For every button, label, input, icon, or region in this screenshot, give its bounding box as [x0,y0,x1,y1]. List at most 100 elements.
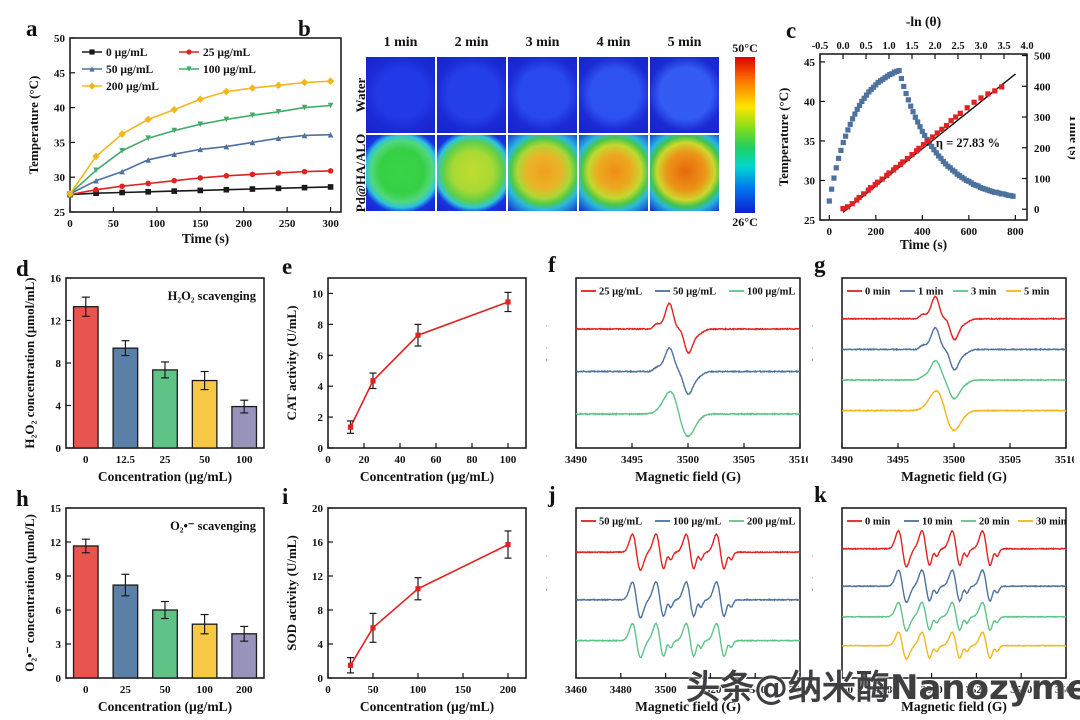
svg-text:12: 12 [50,316,62,328]
svg-text:100 µg/mL: 100 µg/mL [747,287,795,298]
svg-text:25: 25 [120,684,131,696]
svg-text:0: 0 [67,218,73,230]
svg-text:35: 35 [804,136,816,148]
svg-text:Temperature (°C): Temperature (°C) [26,76,41,175]
svg-text:3495: 3495 [887,454,910,466]
svg-text:30: 30 [54,172,66,184]
trace-100 µg/mL [575,580,800,619]
panel-d-label: d [16,256,29,281]
axes: 3490 3495 3500 3505 3510 Magnetic field (G) In… [812,277,1074,484]
svg-text:100: 100 [236,454,253,466]
thermal-cell [508,57,577,133]
svg-text:8: 8 [56,358,62,370]
svg-text:Intensity (a.u.): Intensity (a.u.) [812,552,813,633]
svg-text:50 µg/mL: 50 µg/mL [599,517,642,528]
svg-text:3560: 3560 [789,684,808,696]
trace-100 µg/mL [575,390,801,439]
series-temperature [826,68,1016,204]
svg-text:-0.5: -0.5 [812,41,829,52]
svg-text:100 µg/mL: 100 µg/mL [203,64,256,76]
svg-text:3460: 3460 [831,684,854,696]
thermal-cell [650,57,719,133]
thermal-col-header: 4 min [596,35,631,50]
svg-text:3510: 3510 [1055,454,1074,466]
thermal-cell [579,135,648,211]
svg-text:O₂•⁻ concentration (µmol/L): O₂•⁻ concentration (µmol/L) [22,514,37,672]
chart-h2o2-scavenging-bars: 0 12.5 25 50 100 0 4 8 12 16 Concentration (µg/mL)… [22,273,265,484]
svg-text:3500: 3500 [943,454,966,466]
svg-text:Intensity (a.u.): Intensity (a.u.) [812,322,813,403]
trace-5 min [841,389,1067,433]
data-series [347,530,512,674]
colorbar-min-label: 26°C [732,215,758,229]
chart-cat-activity: 0 20 40 60 80 100 0 2 4 6 8 10 Concentration (µg/mL)… [284,277,527,484]
thermal-cell [366,57,435,133]
svg-text:150: 150 [455,684,472,696]
panel-e-label: e [282,254,293,279]
trace-50 µg/mL [575,347,801,396]
data-series [347,291,512,434]
panel-h-label: h [16,486,29,511]
trace-200 µg/mL [575,622,801,659]
panel-g-label: g [814,252,826,277]
svg-text:Magnetic field (G): Magnetic field (G) [901,699,1007,714]
svg-text:300: 300 [322,218,339,230]
trace-30 min [841,631,1067,661]
svg-text:25: 25 [160,454,172,466]
svg-text:Intensity (a.u.): Intensity (a.u.) [546,322,547,403]
svg-text:3500: 3500 [655,684,678,696]
thermal-cell [650,135,719,211]
svg-text:3500: 3500 [921,684,944,696]
svg-text:16: 16 [312,537,324,549]
svg-text:10 min: 10 min [922,517,953,528]
svg-text:0: 0 [83,454,89,466]
svg-text:3510: 3510 [789,454,808,466]
temperature-colorbar [735,57,755,213]
svg-text:10: 10 [312,288,324,300]
bars [72,538,258,679]
svg-text:25: 25 [54,207,66,219]
axes: 3460 3480 3500 3520 3540 3560 Magnetic field (… [546,507,808,714]
svg-text:200 µg/mL: 200 µg/mL [747,517,795,528]
svg-text:20: 20 [312,503,324,515]
svg-text:200: 200 [235,218,252,230]
svg-text:Concentration (µg/mL): Concentration (µg/mL) [360,469,494,484]
svg-text:0: 0 [318,673,324,685]
panel-k-label: k [814,482,827,507]
legend: 50 µg/mL 100 µg/mL 200 µg/mL [581,517,795,528]
svg-text:80: 80 [467,454,479,466]
svg-text:3520: 3520 [965,684,988,696]
svg-text:0 min: 0 min [865,287,891,298]
svg-text:16: 16 [50,273,62,285]
axes: 3460 3480 3500 3520 3540 3560 Magnetic field (… [812,507,1074,714]
svg-text:3540: 3540 [1010,684,1032,696]
svg-text:SOD activity (U/mL): SOD activity (U/mL) [284,535,299,651]
svg-text:4.0: 4.0 [1020,41,1033,52]
svg-text:100: 100 [410,684,427,696]
thermal-col-header: 3 min [525,35,560,50]
svg-text:0: 0 [56,443,62,455]
svg-text:20: 20 [359,454,371,466]
svg-text:0.0: 0.0 [836,41,849,52]
axes: 3490 3495 3500 3505 3510 Magnetic field (G) In… [546,277,808,484]
svg-text:Temperature (°C): Temperature (°C) [776,88,791,187]
svg-text:9: 9 [56,571,62,583]
svg-text:500: 500 [1034,51,1051,63]
svg-text:50: 50 [54,33,66,45]
legend: 0 min 10 min 20 min 30 min [847,517,1067,528]
axes: 0 200 400 600 800 25 30 35 40 45 Time (s) Temperatu… [776,14,1075,252]
svg-text:η = 27.83 %: η = 27.83 % [936,136,1000,150]
svg-text:-ln (θ): -ln (θ) [906,14,941,29]
svg-text:0: 0 [827,226,833,238]
trace-0 min [841,295,1067,341]
thermal-cell [508,135,577,211]
svg-text:0: 0 [1034,204,1040,216]
svg-text:Time (s): Time (s) [182,231,229,246]
chart-esr-oh-concentration: 3490 3495 3500 3505 3510 Magnetic field (G) In… [546,277,808,484]
svg-text:0: 0 [56,673,62,685]
svg-text:4: 4 [318,381,324,393]
svg-text:Time (s): Time (s) [900,237,947,252]
legend: 0 min 1 min 3 min 5 min [847,287,1050,298]
legend: 25 µg/mL 50 µg/mL 100 µg/mL [581,287,795,298]
